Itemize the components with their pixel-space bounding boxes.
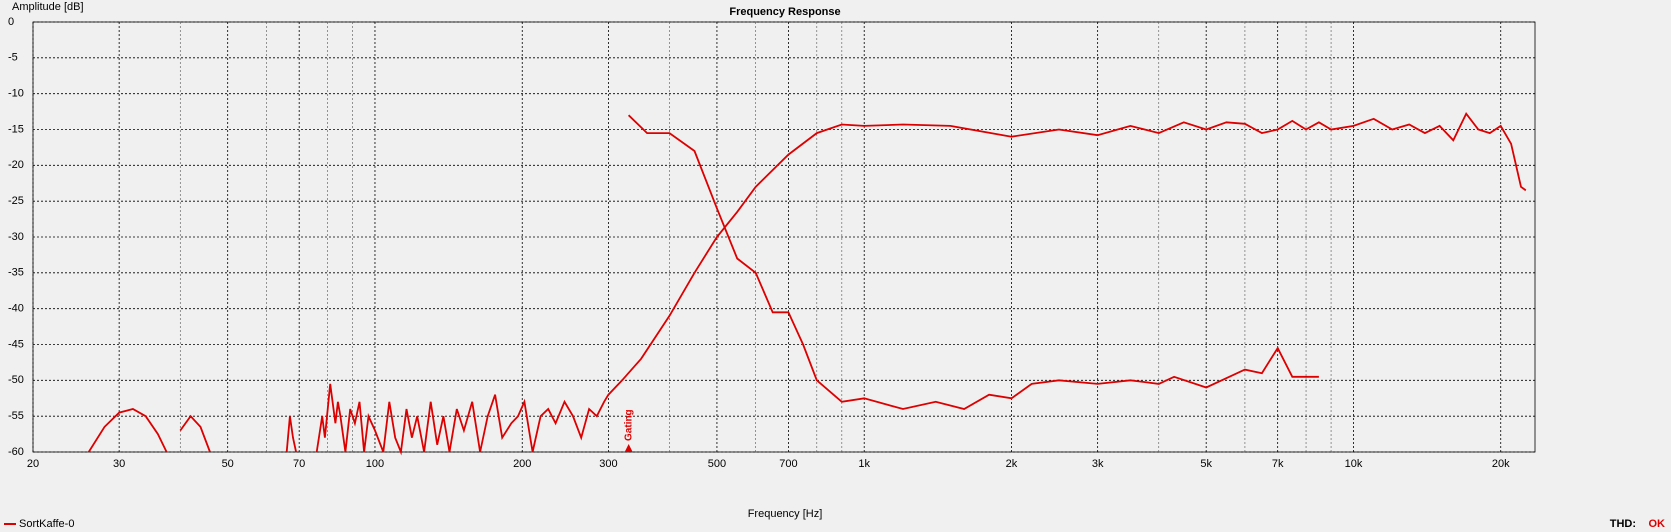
annotation-label: Gating: [623, 409, 634, 441]
y-tick-label: -45: [8, 338, 24, 350]
status-label: THD:: [1610, 518, 1636, 530]
x-tick-label: 70: [293, 458, 305, 470]
x-tick-label: 300: [599, 458, 617, 470]
y-tick-label: -15: [8, 123, 24, 135]
x-tick-label: 3k: [1092, 458, 1104, 470]
y-tick-label: -35: [8, 267, 24, 279]
y-tick-label: -40: [8, 303, 24, 315]
series-line: [87, 111, 1527, 456]
legend-label: SortKaffe-0: [19, 518, 74, 530]
y-tick-label: -25: [8, 195, 24, 207]
x-tick-label: 30: [113, 458, 125, 470]
annotation-marker: [624, 444, 633, 452]
chart-title: Frequency Response: [729, 6, 840, 18]
y-tick-label: -30: [8, 231, 24, 243]
y-tick-label: -55: [8, 410, 24, 422]
x-tick-label: 700: [779, 458, 797, 470]
status-value: OK: [1649, 518, 1666, 530]
x-tick-label: 50: [222, 458, 234, 470]
x-tick-label: 200: [513, 458, 531, 470]
y-axis-label: Amplitude [dB]: [12, 1, 84, 13]
x-tick-label: 1k: [858, 458, 870, 470]
y-tick-label: -10: [8, 88, 24, 100]
x-tick-label: 500: [708, 458, 726, 470]
y-tick-label: -50: [8, 374, 24, 386]
x-tick-label: 7k: [1272, 458, 1284, 470]
x-tick-label: 100: [366, 458, 384, 470]
x-axis-label: Frequency [Hz]: [748, 508, 823, 520]
y-tick-label: -60: [8, 446, 24, 458]
y-tick-label: 0: [8, 16, 14, 28]
x-tick-label: 20k: [1492, 458, 1510, 470]
y-tick-label: -5: [8, 52, 18, 64]
y-tick-label: -20: [8, 159, 24, 171]
x-tick-label: 20: [27, 458, 39, 470]
x-tick-label: 2k: [1006, 458, 1018, 470]
x-tick-label: 10k: [1345, 458, 1363, 470]
x-tick-label: 5k: [1200, 458, 1212, 470]
series-line: [627, 114, 1319, 410]
